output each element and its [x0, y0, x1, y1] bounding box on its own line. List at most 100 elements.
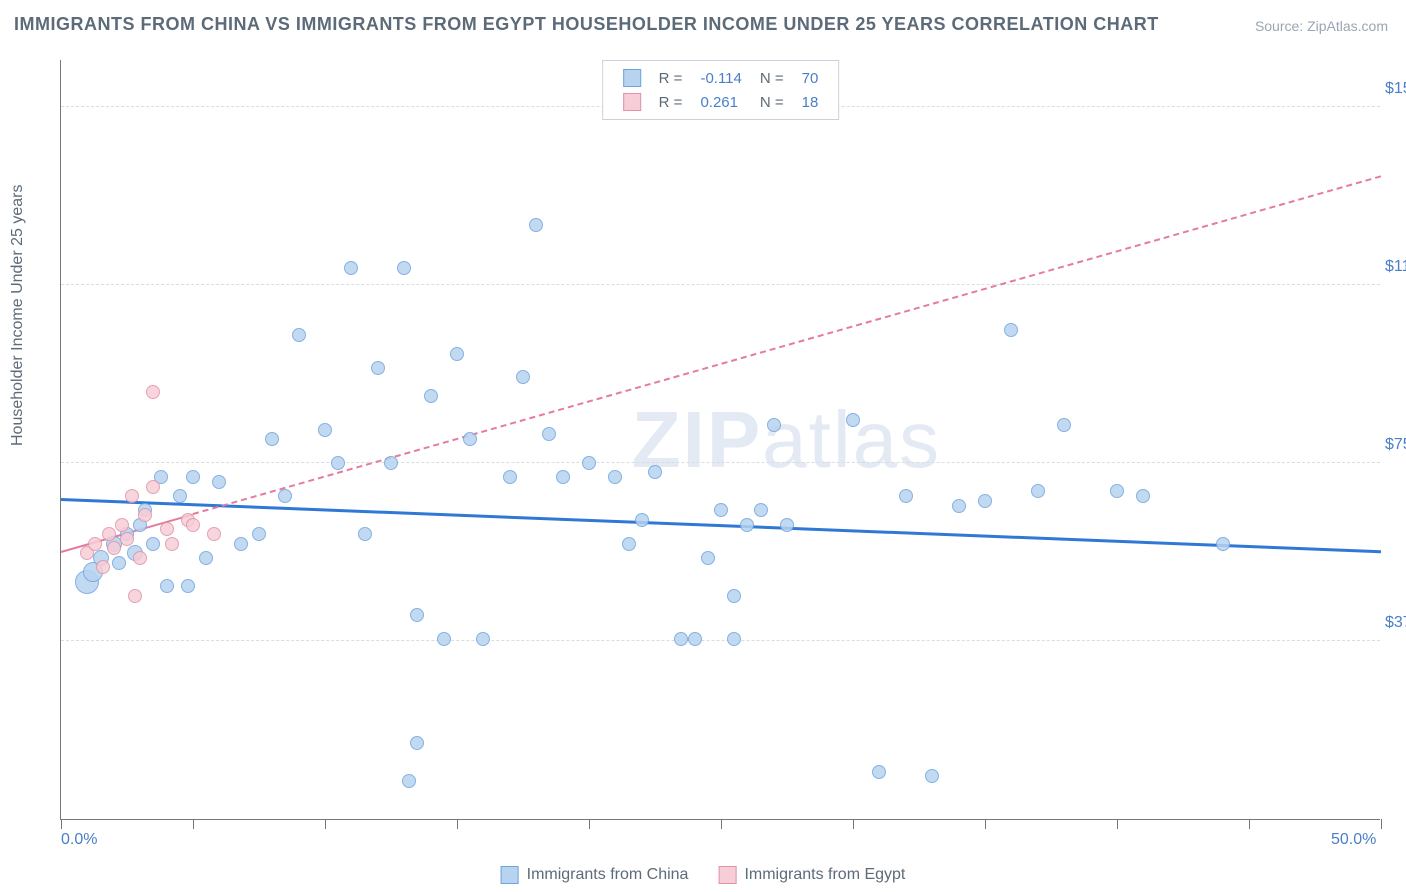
- data-point: [740, 518, 754, 532]
- data-point: [701, 551, 715, 565]
- chart-title: IMMIGRANTS FROM CHINA VS IMMIGRANTS FROM…: [14, 14, 1159, 35]
- data-point: [1031, 484, 1045, 498]
- legend-label: Immigrants from Egypt: [744, 866, 905, 884]
- data-point: [410, 736, 424, 750]
- data-point: [714, 503, 728, 517]
- data-point: [688, 632, 702, 646]
- data-point: [1136, 489, 1150, 503]
- series-legend: Immigrants from China Immigrants from Egy…: [501, 866, 906, 884]
- x-tick: [193, 819, 194, 829]
- data-point: [186, 518, 200, 532]
- data-point: [107, 541, 121, 555]
- data-point: [978, 494, 992, 508]
- data-point: [767, 418, 781, 432]
- x-tick-label: 50.0%: [1331, 831, 1376, 849]
- data-point: [384, 456, 398, 470]
- data-point: [371, 361, 385, 375]
- correlation-legend: R =-0.114N =70R =0.261N =18: [602, 60, 840, 120]
- data-point: [88, 537, 102, 551]
- data-point: [516, 370, 530, 384]
- y-tick-label: $112,500: [1385, 258, 1406, 276]
- data-point: [358, 527, 372, 541]
- data-point: [648, 465, 662, 479]
- data-point: [1216, 537, 1230, 551]
- data-point: [727, 632, 741, 646]
- y-tick-label: $150,000: [1385, 80, 1406, 98]
- data-point: [503, 470, 517, 484]
- data-point: [925, 769, 939, 783]
- data-point: [450, 347, 464, 361]
- legend-label: Immigrants from China: [527, 866, 689, 884]
- data-point: [952, 499, 966, 513]
- x-tick: [1381, 819, 1382, 829]
- data-point: [397, 261, 411, 275]
- data-point: [582, 456, 596, 470]
- data-point: [112, 556, 126, 570]
- data-point: [278, 489, 292, 503]
- data-point: [265, 432, 279, 446]
- watermark: ZIPatlas: [632, 394, 941, 486]
- data-point: [165, 537, 179, 551]
- data-point: [125, 489, 139, 503]
- data-point: [437, 632, 451, 646]
- data-point: [529, 218, 543, 232]
- data-point: [622, 537, 636, 551]
- x-tick: [325, 819, 326, 829]
- gridline: [61, 462, 1380, 463]
- data-point: [635, 513, 649, 527]
- legend-row: R =-0.114N =70: [615, 67, 827, 89]
- data-point: [160, 579, 174, 593]
- x-tick-label: 0.0%: [61, 831, 97, 849]
- data-point: [96, 560, 110, 574]
- y-tick-label: $75,000: [1385, 436, 1406, 454]
- data-point: [146, 480, 160, 494]
- legend-swatch: [718, 866, 736, 884]
- gridline: [61, 284, 1380, 285]
- legend-row: R =0.261N =18: [615, 91, 827, 113]
- data-point: [463, 432, 477, 446]
- data-point: [424, 389, 438, 403]
- data-point: [115, 518, 129, 532]
- data-point: [181, 579, 195, 593]
- data-point: [344, 261, 358, 275]
- data-point: [234, 537, 248, 551]
- data-point: [754, 503, 768, 517]
- x-tick: [589, 819, 590, 829]
- data-point: [410, 608, 424, 622]
- source-label: Source: ZipAtlas.com: [1255, 18, 1388, 34]
- data-point: [331, 456, 345, 470]
- legend-swatch: [501, 866, 519, 884]
- x-tick: [1117, 819, 1118, 829]
- data-point: [120, 532, 134, 546]
- data-point: [542, 427, 556, 441]
- chart-plot-area: ZIPatlas R =-0.114N =70R =0.261N =18 $37…: [60, 60, 1380, 820]
- x-tick: [721, 819, 722, 829]
- x-tick: [985, 819, 986, 829]
- data-point: [556, 470, 570, 484]
- data-point: [899, 489, 913, 503]
- legend-swatch: [623, 93, 641, 111]
- y-tick-label: $37,500: [1385, 614, 1406, 632]
- data-point: [674, 632, 688, 646]
- data-point: [160, 522, 174, 536]
- data-point: [146, 385, 160, 399]
- x-tick: [457, 819, 458, 829]
- x-tick: [61, 819, 62, 829]
- data-point: [727, 589, 741, 603]
- data-point: [186, 470, 200, 484]
- data-point: [133, 551, 147, 565]
- data-point: [292, 328, 306, 342]
- data-point: [872, 765, 886, 779]
- x-tick: [853, 819, 854, 829]
- data-point: [102, 527, 116, 541]
- legend-item: Immigrants from Egypt: [718, 866, 905, 884]
- data-point: [146, 537, 160, 551]
- data-point: [318, 423, 332, 437]
- data-point: [1004, 323, 1018, 337]
- x-tick: [1249, 819, 1250, 829]
- legend-item: Immigrants from China: [501, 866, 689, 884]
- gridline: [61, 640, 1380, 641]
- data-point: [207, 527, 221, 541]
- data-point: [476, 632, 490, 646]
- y-axis-label: Householder Income Under 25 years: [9, 185, 27, 446]
